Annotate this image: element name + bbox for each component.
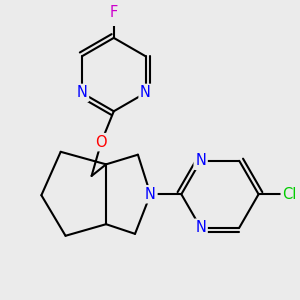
Text: N: N <box>195 220 206 235</box>
Text: N: N <box>76 85 88 100</box>
Text: F: F <box>110 5 118 20</box>
Text: N: N <box>195 153 206 168</box>
Text: Cl: Cl <box>282 187 297 202</box>
Text: N: N <box>140 85 151 100</box>
Text: O: O <box>95 135 107 150</box>
Text: N: N <box>145 187 156 202</box>
